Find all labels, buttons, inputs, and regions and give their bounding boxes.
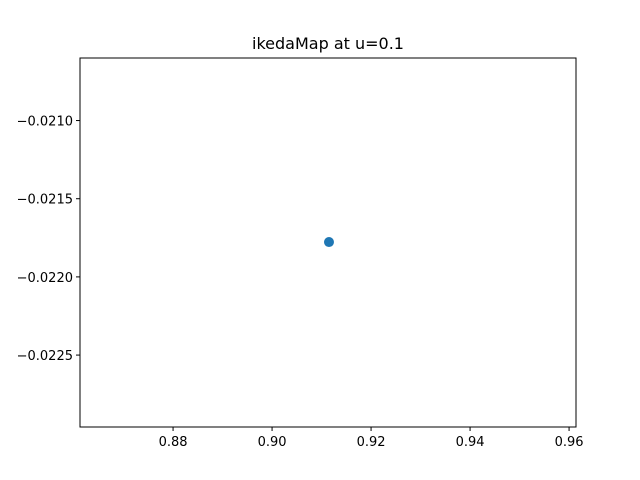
chart-title: ikedaMap at u=0.1 xyxy=(252,34,404,53)
x-tick-label: 0.88 xyxy=(159,435,188,450)
x-tick-label: 0.96 xyxy=(555,435,584,450)
plot-frame xyxy=(79,57,577,428)
x-tick-label: 0.90 xyxy=(258,435,287,450)
scatter-point xyxy=(323,237,334,248)
y-tick-label: −0.0210 xyxy=(17,115,73,130)
points-layer xyxy=(323,237,334,248)
y-tick-label: −0.0215 xyxy=(17,193,73,208)
y-tick-label: −0.0220 xyxy=(17,271,73,286)
y-tick-label: −0.0225 xyxy=(17,349,73,364)
tick-layer: 0.88 0.90 0.92 0.94 0.96 −0.0210 −0.0215 −0.022… xyxy=(17,115,584,450)
x-tick-label: 0.94 xyxy=(456,435,485,450)
x-tick-label: 0.92 xyxy=(357,435,386,450)
